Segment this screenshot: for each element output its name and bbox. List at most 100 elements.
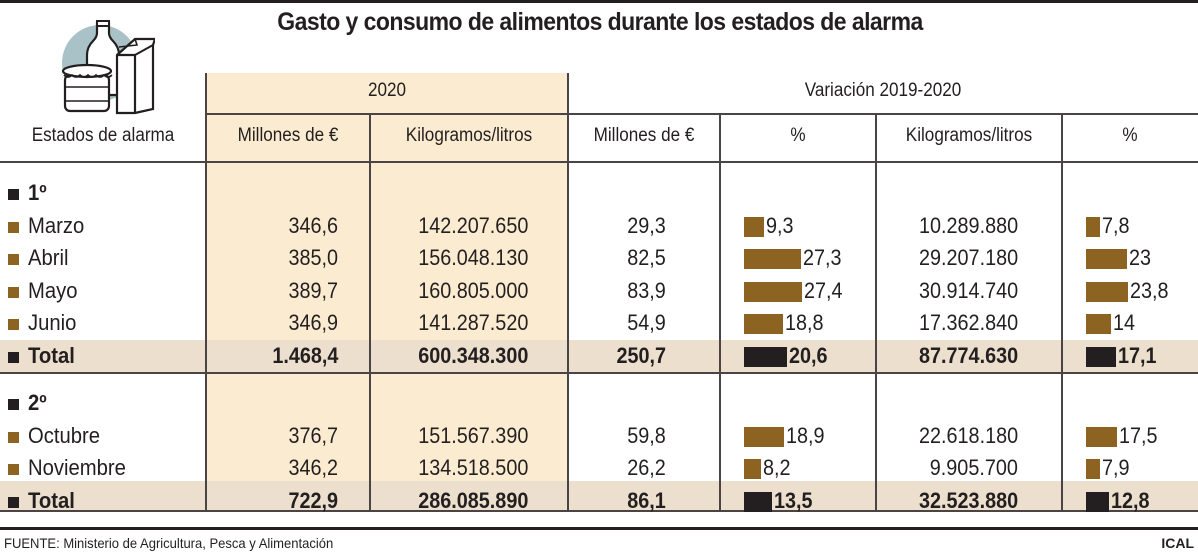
total-row-band bbox=[0, 481, 1198, 511]
cell-var-kg: 22.618.180 bbox=[918, 422, 1018, 448]
cell-var-kg: 30.914.740 bbox=[918, 277, 1018, 303]
cell-millones-2020: 346,9 bbox=[288, 310, 338, 335]
cell-millones-2020: 346,2 bbox=[288, 455, 338, 480]
header-estados: Estados de alarma bbox=[31, 125, 175, 146]
header-var-millones-pct: % bbox=[790, 125, 806, 146]
var-kg-pct-bar bbox=[1086, 314, 1111, 334]
column-divider bbox=[369, 113, 371, 512]
cell-var-millones: 82,5 bbox=[627, 245, 666, 270]
cell-millones-2020: 389,7 bbox=[288, 277, 338, 303]
cell-var-kg: 9.905.700 bbox=[929, 455, 1018, 480]
var-kg-pct-label: 17,1 bbox=[1118, 342, 1157, 368]
var-kg-pct-label: 12,8 bbox=[1111, 487, 1150, 513]
var-millones-pct-label: 18,9 bbox=[786, 422, 825, 448]
section-divider bbox=[0, 372, 1198, 374]
var-kg-pct-label: 7,8 bbox=[1102, 212, 1130, 238]
var-kg-pct-label: 23,8 bbox=[1130, 277, 1169, 303]
var-kg-pct-label: 14 bbox=[1113, 310, 1136, 335]
cell-millones-2020: 1.468,4 bbox=[271, 342, 338, 368]
var-millones-pct-bar bbox=[744, 216, 764, 237]
var-millones-pct-label: 27,3 bbox=[803, 245, 842, 270]
cell-kg-2020: 134.518.500 bbox=[417, 455, 528, 480]
row-label: 1º bbox=[28, 180, 47, 205]
table-row: Abril 385,0 156.048.130 82,5 29.207.180 27,3 2… bbox=[0, 242, 1198, 274]
var-millones-pct-bar bbox=[744, 491, 772, 512]
bullet-square-icon bbox=[8, 464, 19, 475]
cell-kg-2020: 151.567.390 bbox=[417, 422, 528, 448]
var-millones-pct-label: 13,5 bbox=[774, 487, 813, 513]
table-bottom-line bbox=[0, 510, 1198, 512]
table-row: Marzo 346,6 142.207.650 29,3 10.289.880 9,3 7,… bbox=[0, 210, 1198, 242]
row-label: 2º bbox=[28, 390, 47, 415]
var-kg-pct-label: 23 bbox=[1129, 245, 1152, 270]
chart-title: Gasto y consumo de alimentos durante los… bbox=[277, 8, 923, 36]
cell-var-millones: 83,9 bbox=[627, 277, 666, 303]
total-row: Total 1.468,4 600.348.300 250,7 87.774.630 20… bbox=[0, 340, 1198, 372]
table-row: Octubre 376,7 151.567.390 59,8 22.618.180 18,… bbox=[0, 420, 1198, 452]
section-heading: 1º bbox=[0, 177, 1198, 209]
header-var-kg: Kilogramos/litros bbox=[905, 125, 1033, 146]
var-millones-pct-bar bbox=[744, 281, 802, 302]
column-divider bbox=[875, 113, 877, 512]
bullet-square-icon bbox=[8, 431, 19, 443]
cell-millones-2020: 346,6 bbox=[288, 212, 338, 238]
var-millones-pct-bar bbox=[744, 459, 761, 479]
cell-var-millones: 54,9 bbox=[627, 310, 666, 335]
header-divider bbox=[568, 113, 1198, 115]
row-label: Abril bbox=[28, 245, 69, 270]
table-row: Mayo 389,7 160.805.000 83,9 30.914.740 27,4 23… bbox=[0, 275, 1198, 307]
var-millones-pct-bar bbox=[744, 346, 787, 367]
row-label: Noviembre bbox=[28, 455, 126, 480]
bullet-square-icon bbox=[8, 399, 19, 410]
cell-kg-2020: 286.085.890 bbox=[417, 487, 528, 513]
var-kg-pct-bar bbox=[1086, 216, 1100, 237]
row-label: Marzo bbox=[28, 212, 85, 238]
top-rule bbox=[0, 0, 1198, 3]
var-millones-pct-label: 27,4 bbox=[804, 277, 843, 303]
var-millones-pct-label: 18,8 bbox=[785, 310, 824, 335]
var-kg-pct-bar bbox=[1086, 249, 1127, 269]
row-label: Octubre bbox=[28, 422, 101, 448]
row-label: Total bbox=[28, 342, 75, 368]
bullet-square-icon bbox=[8, 286, 19, 298]
cell-kg-2020: 141.287.520 bbox=[417, 310, 528, 335]
var-millones-pct-bar bbox=[744, 426, 784, 447]
row-label: Junio bbox=[28, 310, 77, 335]
var-kg-pct-bar bbox=[1086, 281, 1128, 302]
var-millones-pct-label: 8,2 bbox=[763, 455, 791, 480]
source-note: FUENTE: Ministerio de Agricultura, Pesca… bbox=[4, 535, 334, 551]
header-millones-2020: Millones de € bbox=[237, 125, 339, 146]
bullet-square-icon bbox=[8, 351, 19, 363]
var-millones-pct-bar bbox=[744, 314, 783, 334]
credit: ICAL bbox=[1161, 535, 1194, 551]
cell-millones-2020: 376,7 bbox=[288, 422, 338, 448]
cell-var-millones: 86,1 bbox=[627, 487, 666, 513]
var-kg-pct-bar bbox=[1086, 459, 1100, 479]
bullet-square-icon bbox=[8, 189, 19, 200]
header-group-2020: 2020 bbox=[367, 80, 407, 101]
cell-var-kg: 29.207.180 bbox=[918, 245, 1018, 270]
cell-millones-2020: 722,9 bbox=[288, 487, 338, 513]
cell-var-kg: 87.774.630 bbox=[918, 342, 1018, 368]
cell-var-kg: 32.523.880 bbox=[918, 487, 1018, 513]
column-divider bbox=[1061, 113, 1063, 512]
cell-kg-2020: 160.805.000 bbox=[417, 277, 528, 303]
cell-kg-2020: 600.348.300 bbox=[417, 342, 528, 368]
bullet-square-icon bbox=[8, 496, 19, 508]
cell-var-millones: 29,3 bbox=[627, 212, 666, 238]
header-bottom-line bbox=[0, 161, 1198, 163]
year-2020-column-bg bbox=[206, 73, 568, 511]
bullet-square-icon bbox=[8, 254, 19, 265]
bullet-square-icon bbox=[8, 221, 19, 233]
var-kg-pct-bar bbox=[1086, 346, 1116, 367]
total-row: Total 722,9 286.085.890 86,1 32.523.880 13,5 1… bbox=[0, 485, 1198, 517]
cell-var-kg: 10.289.880 bbox=[918, 212, 1018, 238]
header-kg-2020: Kilogramos/litros bbox=[405, 125, 533, 146]
cell-millones-2020: 385,0 bbox=[288, 245, 338, 270]
cell-kg-2020: 142.207.650 bbox=[417, 212, 528, 238]
var-kg-pct-bar bbox=[1086, 426, 1117, 447]
header-group-variacion: Variación 2019-2020 bbox=[804, 80, 962, 101]
bottom-rule bbox=[0, 527, 1198, 530]
var-kg-pct-label: 17,5 bbox=[1119, 422, 1158, 448]
groceries-icon bbox=[55, 15, 157, 115]
